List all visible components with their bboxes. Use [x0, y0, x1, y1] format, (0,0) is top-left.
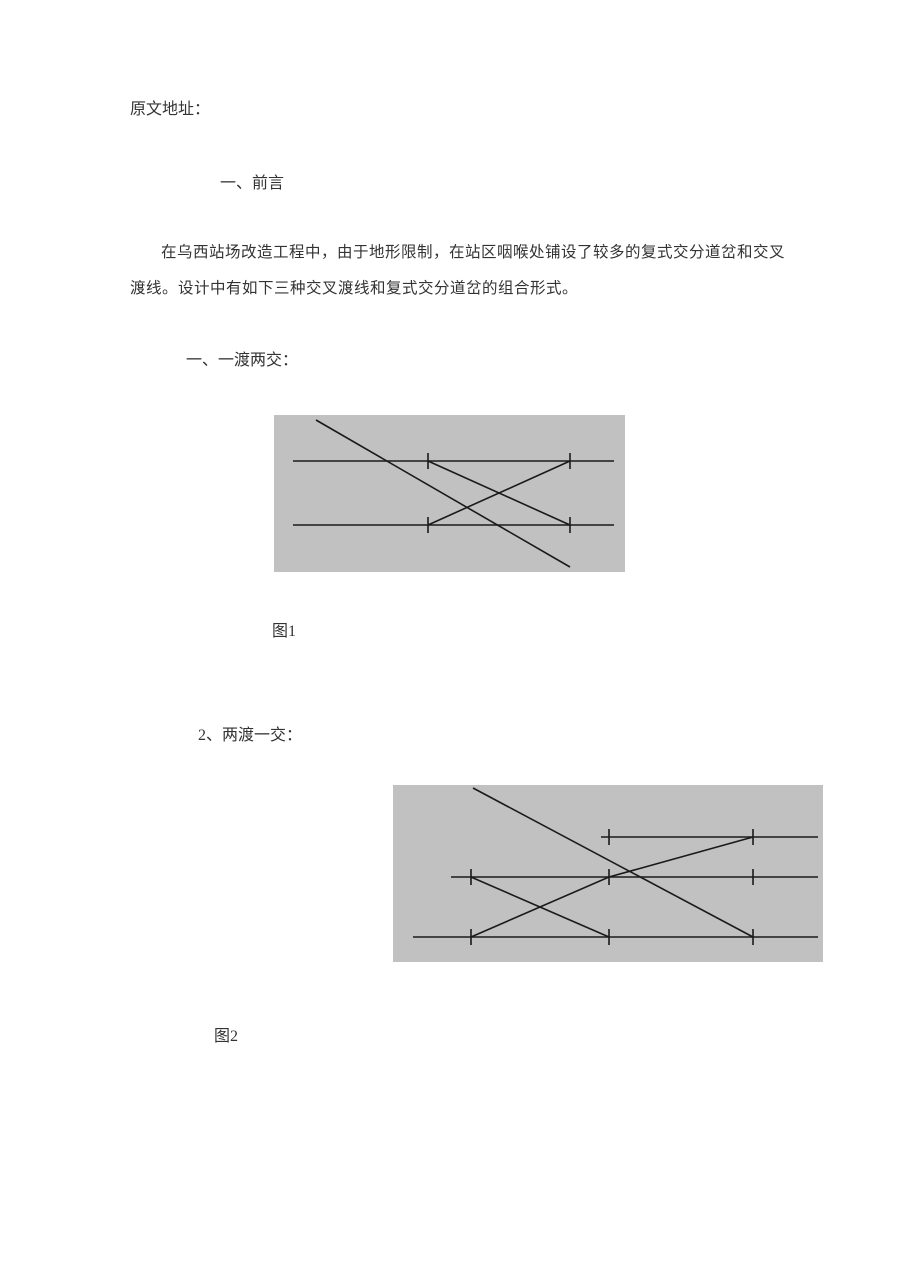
diagram-1-container: [274, 415, 790, 572]
intro-paragraph: 在乌西站场改造工程中，由于地形限制，在站区咽喉处铺设了较多的复式交分道岔和交叉渡…: [130, 235, 790, 306]
subsection-1-heading: 一、一渡两交：: [186, 346, 790, 370]
diagram-2: [393, 785, 823, 962]
caption-2: 图2: [214, 1022, 790, 1046]
subsection-2-heading: 2、两渡一交：: [198, 721, 790, 745]
caption-1: 图1: [272, 617, 790, 641]
diagram-2-container: [393, 785, 790, 962]
source-label: 原文地址：: [130, 95, 790, 119]
section-heading: 一、前言: [220, 169, 790, 193]
diagram-1: [274, 415, 625, 572]
